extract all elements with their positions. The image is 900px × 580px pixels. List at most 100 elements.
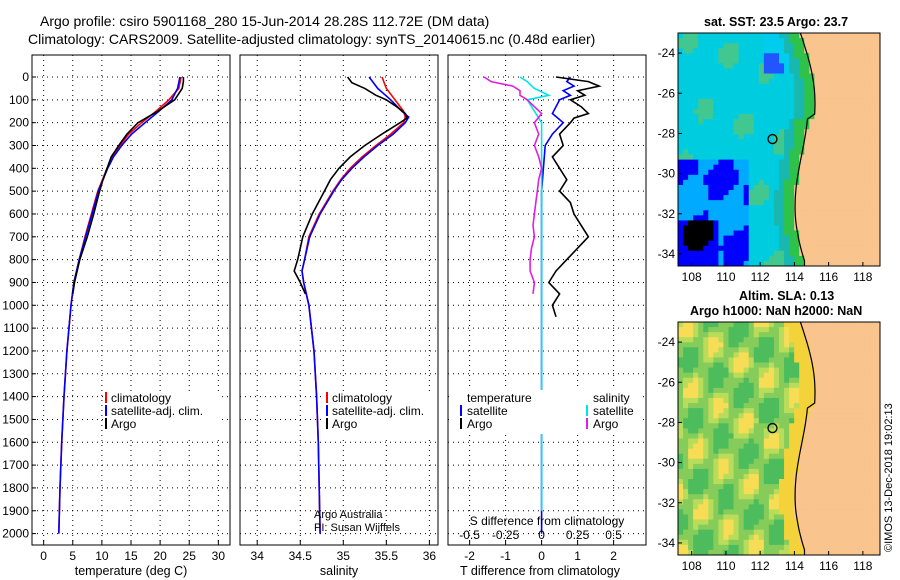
- map-cell: [758, 260, 765, 267]
- map-cell: [688, 423, 694, 429]
- map-cell: [738, 250, 745, 257]
- map-cell: [723, 367, 729, 374]
- map-cell: [718, 347, 724, 353]
- map-cell: [713, 499, 719, 505]
- y-tick-label: 700: [9, 230, 29, 244]
- map-cell: [799, 108, 805, 115]
- map-cell: [713, 443, 719, 450]
- map-cell: [693, 322, 699, 328]
- map-cell: [738, 489, 745, 495]
- x-tick-label: 1: [574, 549, 581, 563]
- titles: Argo profile: csiro 5901168_280 15-Jun-2…: [28, 13, 595, 47]
- map-cell: [829, 362, 835, 368]
- map-cell: [799, 225, 805, 231]
- map-cell: [718, 509, 724, 515]
- map-cell: [758, 68, 765, 74]
- map-cell: [748, 174, 755, 181]
- map-cell: [779, 119, 785, 125]
- map-cell: [728, 134, 734, 140]
- map-cell: [738, 215, 745, 221]
- map-cell: [794, 479, 800, 485]
- map-cell: [678, 114, 684, 120]
- map-cell: [794, 98, 800, 105]
- map-cell: [743, 438, 750, 444]
- map-cell: [844, 519, 851, 526]
- diff-legend-salinity-title: salinity: [593, 391, 630, 405]
- map-cell: [718, 159, 724, 166]
- map-cell: [773, 190, 780, 196]
- map-cell: [869, 200, 876, 206]
- map-cell: [784, 73, 790, 79]
- map-cell: [814, 322, 820, 328]
- map-cell: [738, 169, 745, 176]
- map-cell: [829, 509, 835, 515]
- map-cell: [678, 367, 684, 374]
- map-cell: [869, 63, 876, 69]
- map-cell: [758, 514, 765, 520]
- map-cell: [849, 103, 856, 110]
- map-cell: [723, 63, 729, 69]
- map-cell: [728, 154, 734, 161]
- map-cell: [804, 468, 810, 475]
- map-cell: [693, 443, 699, 450]
- map-cell: [728, 539, 734, 546]
- map-cell: [718, 352, 724, 358]
- map-cell: [693, 428, 699, 434]
- map-cell: [834, 524, 840, 531]
- map-cell: [763, 53, 770, 59]
- map-cell: [839, 479, 846, 485]
- map-cell: [854, 48, 861, 54]
- map-cell: [864, 48, 871, 54]
- map-cell: [854, 235, 861, 242]
- map-cell: [844, 372, 851, 379]
- map-cell: [688, 78, 694, 85]
- map-cell: [743, 453, 750, 460]
- map-cell: [814, 103, 820, 110]
- map-cell: [854, 78, 861, 85]
- map-cell: [708, 179, 714, 186]
- map-cell: [733, 164, 739, 171]
- map-cell: [829, 332, 835, 338]
- lat-tick-label: -28: [658, 126, 676, 140]
- map-cell: [849, 53, 856, 59]
- map-cell: [779, 342, 785, 348]
- map-cell: [768, 43, 775, 49]
- map-cell: [844, 250, 851, 257]
- map-cell: [839, 524, 846, 531]
- map-cell: [869, 524, 876, 531]
- map-cell: [678, 225, 684, 231]
- map-cell: [784, 53, 790, 59]
- map-cell: [829, 549, 835, 556]
- map-cell: [718, 382, 724, 389]
- map-cell: [768, 423, 775, 429]
- map-cell: [723, 403, 729, 409]
- map-cell: [794, 200, 800, 206]
- map-cell: [768, 362, 775, 368]
- map-cell: [814, 357, 820, 363]
- map-cell: [829, 134, 835, 140]
- map-cell: [874, 220, 881, 226]
- map-cell: [738, 418, 745, 424]
- map-cell: [718, 524, 724, 531]
- map-cell: [713, 322, 719, 328]
- map-cell: [738, 367, 745, 374]
- map-cell: [854, 43, 861, 49]
- map-cell: [874, 58, 881, 64]
- map-cell: [799, 524, 805, 531]
- map-cell: [789, 418, 795, 424]
- map-cell: [869, 245, 876, 252]
- map-cell: [698, 235, 704, 242]
- map-cell: [678, 255, 684, 262]
- map-cell: [738, 78, 745, 85]
- map-cell: [784, 169, 790, 176]
- float-location-marker: [767, 133, 778, 145]
- map-cell: [718, 169, 724, 176]
- map-cell: [748, 519, 755, 526]
- map-cell: [794, 377, 800, 384]
- map-cell: [844, 332, 851, 338]
- map-cell: [809, 387, 815, 394]
- map-cell: [859, 215, 866, 221]
- map-cell: [708, 195, 714, 201]
- map-cell: [824, 463, 830, 470]
- map-cell: [824, 473, 830, 480]
